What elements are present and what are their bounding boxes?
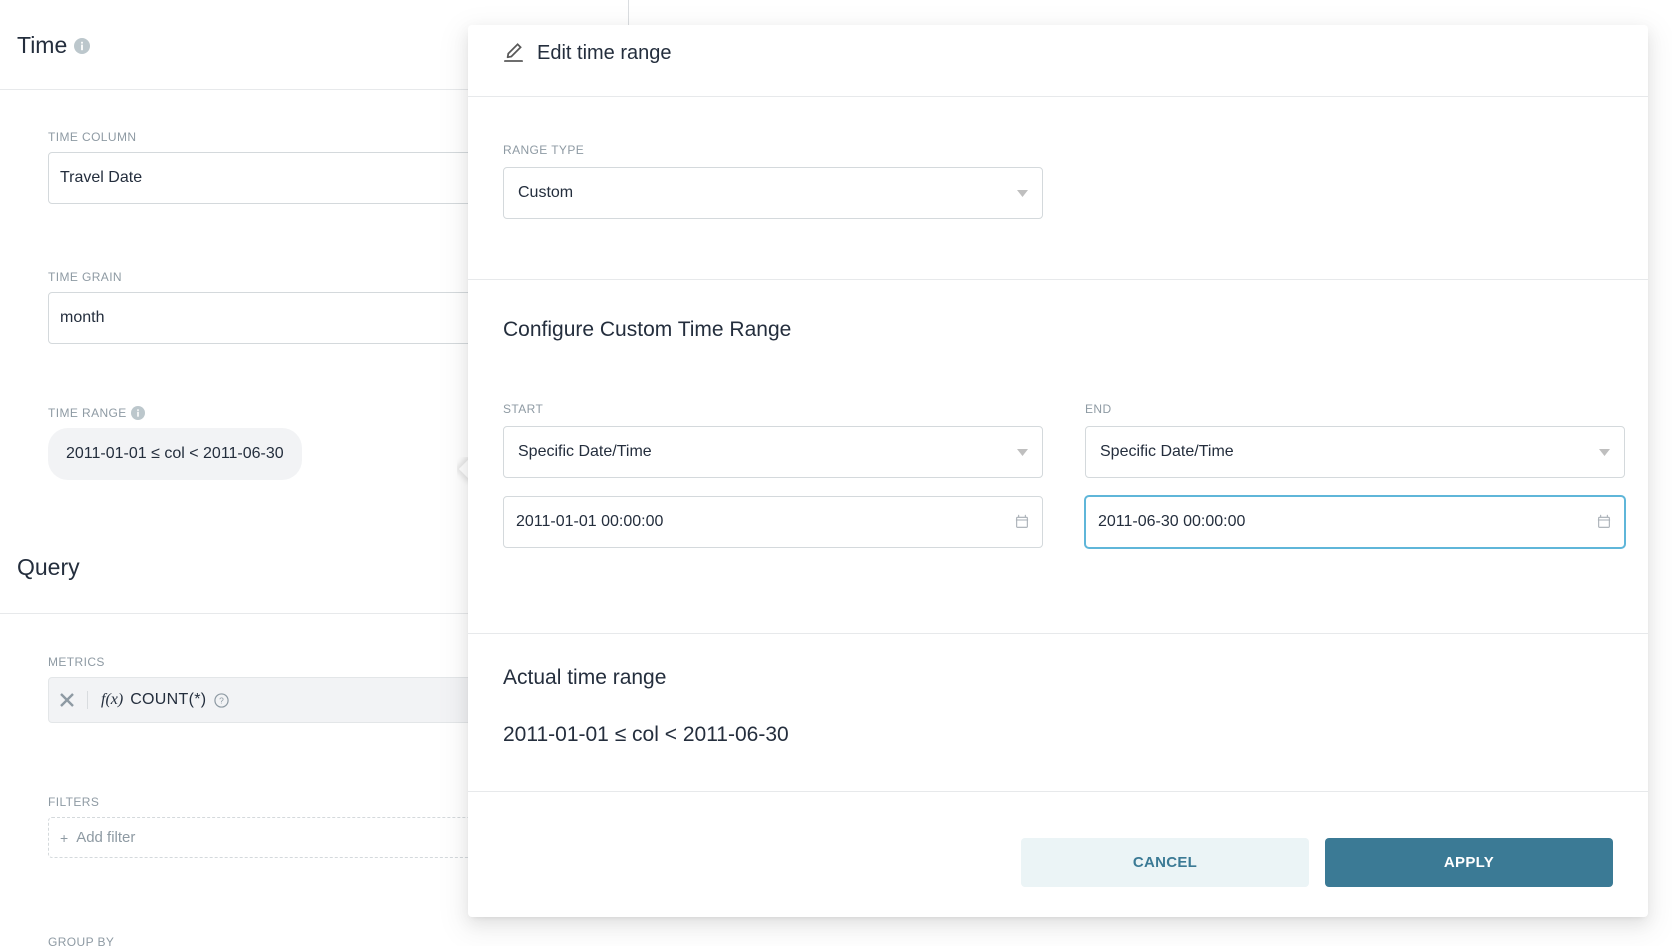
svg-text:?: ? [220,695,225,705]
